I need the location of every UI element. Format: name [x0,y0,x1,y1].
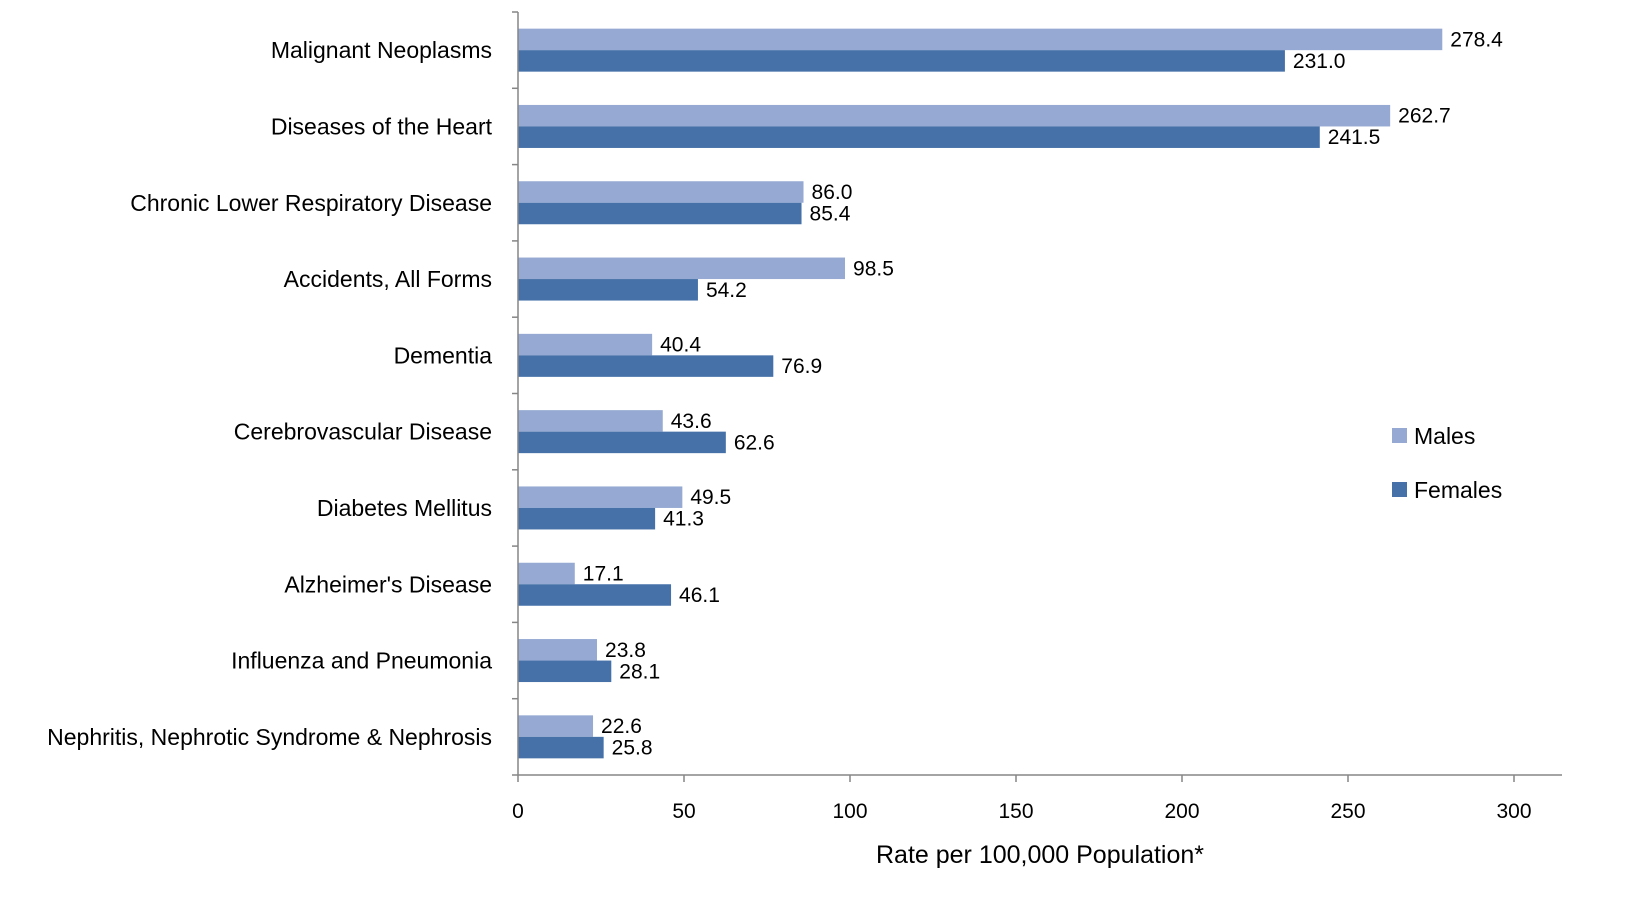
category-label: Malignant Neoplasms [271,37,492,63]
data-label-females: 46.1 [679,584,720,607]
data-label-females: 62.6 [734,431,775,454]
x-tick-label: 150 [998,800,1033,823]
data-label-males: 278.4 [1450,28,1503,51]
bar-males [518,181,804,203]
data-label-males: 43.6 [671,410,712,433]
x-ticks: 0 50 100 150 200 250 300 [512,775,1532,823]
bar-females [518,202,802,225]
legend-swatch-males [1392,428,1407,443]
data-label-males: 40.4 [660,334,701,357]
data-label-males: 98.5 [853,257,894,280]
data-label-males: 17.1 [583,563,624,586]
category-label: Diabetes Mellitus [317,495,492,521]
bar-males [518,562,575,585]
category-label: Alzheimer's Disease [284,571,492,597]
data-label-males: 262.7 [1398,105,1451,128]
bar-males [518,715,594,737]
x-tick-label: 250 [1330,800,1365,823]
category-label: Chronic Lower Respiratory Disease [130,190,492,216]
bar-females [518,736,604,759]
x-tick-label: 100 [832,800,867,823]
bar-females [518,126,1320,148]
bar-females [518,431,726,454]
bar-males [518,639,598,661]
data-label-females: 231.0 [1293,50,1346,73]
bars-layer [518,28,1443,759]
axes-layer [512,11,1562,776]
category-label: Nephritis, Nephrotic Syndrome & Nephrosi… [47,724,492,750]
data-label-males: 22.6 [601,715,642,738]
data-label-females: 241.5 [1328,126,1381,149]
category-label: Accidents, All Forms [284,266,492,292]
data-label-females: 54.2 [706,279,747,302]
bar-females [518,355,774,377]
data-label-females: 76.9 [781,355,822,378]
data-label-females: 28.1 [619,660,660,683]
legend-swatch-females [1392,482,1407,497]
data-label-males: 23.8 [605,639,646,662]
bar-males [518,333,653,356]
bar-males [518,410,663,432]
bar-females [518,279,698,301]
bar-males [518,257,846,280]
bar-females [518,50,1285,72]
bar-males [518,28,1443,51]
bar-males [518,104,1391,127]
category-label: Influenza and Pneumonia [231,648,492,674]
bar-females [518,660,612,683]
data-label-males: 49.5 [690,486,731,509]
legend-label-females: Females [1414,477,1502,503]
x-tick-label: 0 [512,800,524,823]
value-labels: 278.4 231.0 262.7 241.5 86.085.4 98.5 54.2 40.4… [583,28,1503,759]
category-label: Diseases of the Heart [271,113,493,139]
x-tick-label: 300 [1496,800,1531,823]
data-label-males: 86.0 [812,181,853,204]
bar-females [518,584,672,606]
data-label-females: 25.8 [612,737,653,760]
category-label: Cerebrovascular Disease [234,419,492,445]
x-axis-title: Rate per 100,000 Population* [876,841,1204,869]
legend: Males Females [1392,423,1502,503]
data-label-females: 41.3 [663,508,704,531]
category-label: Dementia [394,342,493,368]
x-tick-label: 50 [672,800,695,823]
bar-males [518,486,683,508]
legend-label-males: Males [1414,423,1475,449]
x-tick-label: 200 [1164,800,1199,823]
data-label-females: 85.4 [810,203,851,226]
bar-females [518,507,656,530]
category-labels: Malignant Neoplasms Diseases of the Heart… [47,37,492,750]
